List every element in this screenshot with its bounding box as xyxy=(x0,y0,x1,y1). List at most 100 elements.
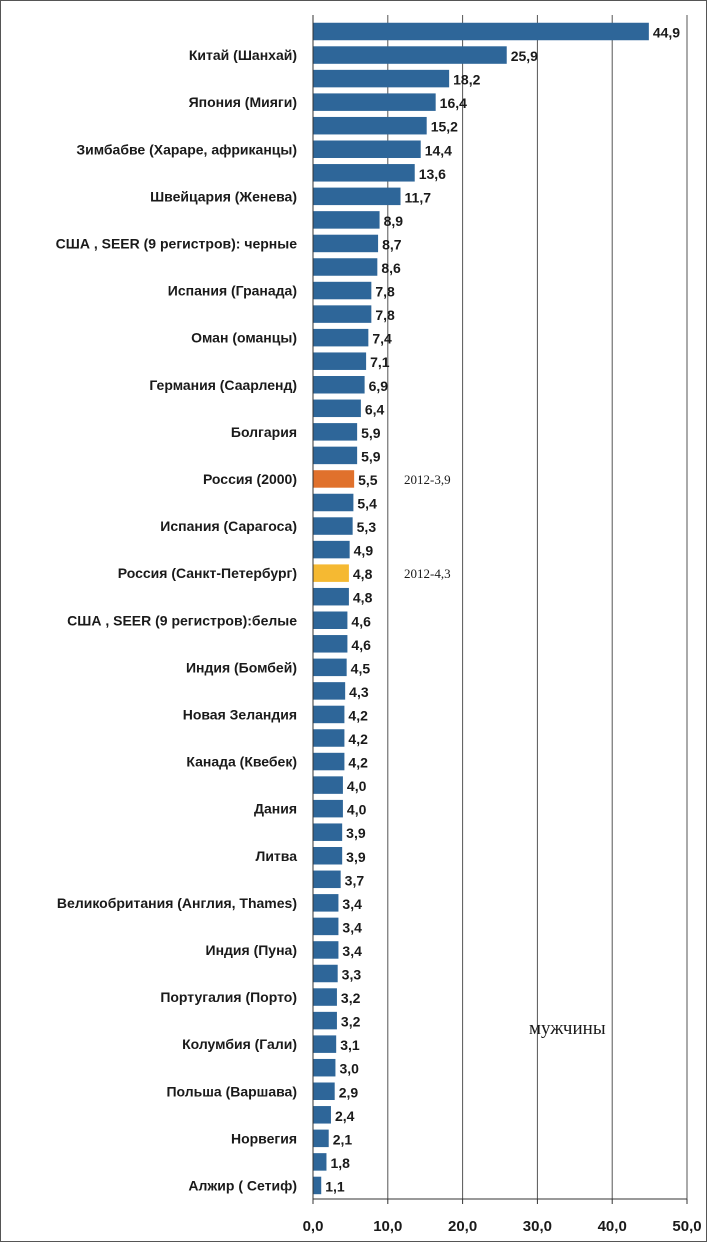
bar xyxy=(313,22,649,41)
bar xyxy=(313,658,347,677)
bar xyxy=(313,399,361,418)
bar xyxy=(313,752,345,771)
category-label: Оман (оманцы) xyxy=(191,330,297,346)
bar xyxy=(313,611,348,629)
series-label: мужчины xyxy=(529,1018,606,1039)
value-label: 4,9 xyxy=(354,543,374,559)
bar xyxy=(313,93,436,111)
value-label: 3,3 xyxy=(342,967,362,983)
value-label: 3,4 xyxy=(342,919,362,935)
bar xyxy=(313,799,343,818)
category-label: Испания (Сарагоса) xyxy=(160,518,297,534)
bar xyxy=(313,281,372,300)
bar xyxy=(313,211,380,229)
value-label: 2,4 xyxy=(335,1108,355,1124)
value-label: 5,5 xyxy=(358,472,378,488)
value-label: 1,8 xyxy=(330,1155,350,1171)
value-label: 4,0 xyxy=(347,778,367,794)
category-label: Португалия (Порто) xyxy=(160,989,297,1005)
value-label: 2,9 xyxy=(339,1084,359,1100)
value-label: 5,4 xyxy=(357,496,377,512)
value-label: 4,2 xyxy=(348,707,368,723)
category-label: Россия (Санкт-Петербург) xyxy=(118,565,297,581)
category-label: Зимбабве (Хараре, африканцы) xyxy=(76,141,297,157)
bars xyxy=(313,22,649,1195)
value-label: 5,9 xyxy=(361,425,381,441)
bar xyxy=(313,564,349,582)
axes xyxy=(312,15,688,1204)
bar xyxy=(313,116,427,135)
category-label: Великобритания (Англия, Thames) xyxy=(57,895,297,911)
value-label: 8,6 xyxy=(381,260,401,276)
bar xyxy=(313,776,343,794)
value-label: 18,2 xyxy=(453,72,480,88)
category-label: Швейцария (Женева) xyxy=(150,188,297,204)
bar xyxy=(313,140,421,158)
value-label: 4,0 xyxy=(347,802,367,818)
bar xyxy=(313,305,372,323)
value-label: 4,6 xyxy=(351,637,371,653)
value-label: 5,3 xyxy=(357,519,377,535)
category-label: США , SEER (9 регистров): черные xyxy=(56,235,298,251)
value-label: 3,9 xyxy=(346,825,366,841)
bar xyxy=(313,894,339,912)
x-tick-label: 50,0 xyxy=(672,1218,701,1235)
category-label: Япония (Мияги) xyxy=(189,94,297,110)
category-label: Колумбия (Гали) xyxy=(182,1036,297,1052)
bar xyxy=(313,1106,331,1124)
value-label: 6,4 xyxy=(365,401,385,417)
bar xyxy=(313,328,369,347)
bar xyxy=(313,187,401,206)
category-label: Литва xyxy=(256,848,298,864)
x-tick-label: 0,0 xyxy=(303,1218,324,1235)
category-label: Китай (Шанхай) xyxy=(189,47,297,63)
bar xyxy=(313,823,343,841)
value-label: 4,6 xyxy=(351,613,371,629)
value-label: 5,9 xyxy=(361,448,381,464)
gridlines xyxy=(387,15,688,1199)
bar xyxy=(313,587,349,606)
value-label: 1,1 xyxy=(325,1178,345,1194)
annotation-note: 2012-3,9 xyxy=(404,472,451,487)
category-label: Новая Зеландия xyxy=(183,706,297,722)
category-label: Алжир ( Сетиф) xyxy=(188,1177,297,1193)
value-label: 4,2 xyxy=(348,731,368,747)
category-label: Польша (Варшава) xyxy=(166,1083,297,1099)
category-label: Россия (2000) xyxy=(203,471,297,487)
value-label: 3,4 xyxy=(342,896,362,912)
value-label: 3,7 xyxy=(345,872,365,888)
bar xyxy=(313,1058,336,1077)
value-label: 11,7 xyxy=(405,189,432,205)
bar xyxy=(313,1035,337,1053)
bar xyxy=(313,470,355,488)
category-label: Испания (Гранада) xyxy=(168,283,297,299)
category-label: Канада (Квебек) xyxy=(186,754,297,770)
bar xyxy=(313,870,341,889)
x-tick-label: 30,0 xyxy=(523,1218,552,1235)
bar xyxy=(313,705,345,724)
bar xyxy=(313,46,507,64)
bar xyxy=(313,540,350,559)
category-label: Германия (Саарленд) xyxy=(149,377,297,393)
bar xyxy=(313,423,358,441)
bar xyxy=(313,941,339,959)
value-label: 25,9 xyxy=(511,48,538,64)
bar xyxy=(313,234,379,253)
value-label: 7,1 xyxy=(370,354,390,370)
bar xyxy=(313,1129,329,1148)
bar xyxy=(313,164,415,182)
bar xyxy=(313,635,348,653)
value-label: 13,6 xyxy=(419,166,446,182)
annotation-note: 2012-4,3 xyxy=(404,566,451,581)
bar xyxy=(313,682,346,700)
value-label: 3,4 xyxy=(342,943,362,959)
value-label: 14,4 xyxy=(425,142,452,158)
value-label: 4,3 xyxy=(349,684,369,700)
bar xyxy=(313,988,337,1006)
bar xyxy=(313,352,367,370)
value-label: 3,1 xyxy=(340,1037,360,1053)
bar xyxy=(313,446,358,465)
value-label: 2,1 xyxy=(333,1131,353,1147)
